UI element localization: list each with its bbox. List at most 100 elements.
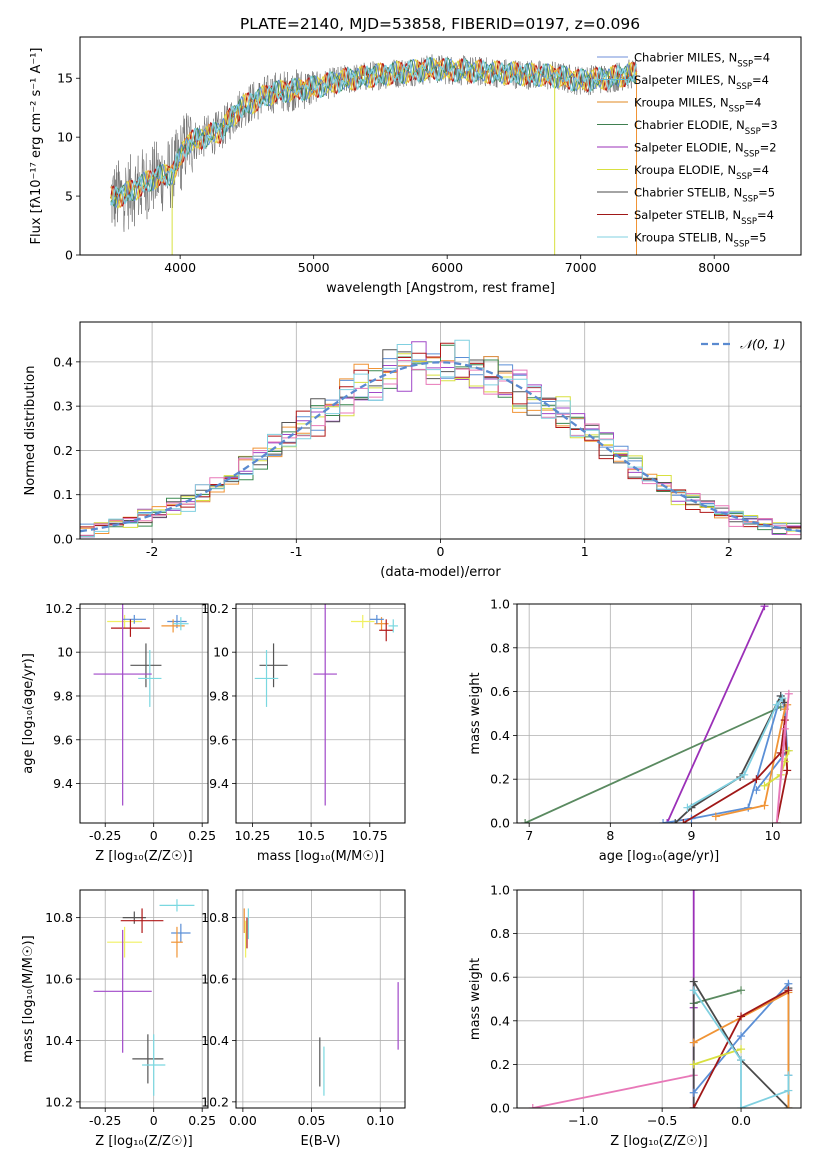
errorbar-point (132, 1034, 164, 1084)
errorbar-point (138, 649, 162, 707)
legend-subscript: SSP (736, 82, 752, 92)
mass-weight-vs-age-panel: 7 8 9 10 0.0 0.2 0.4 0.6 0.8 1.0 age [log₁₀(age/yr… (468, 597, 802, 864)
y-tick-label: 15 (57, 71, 73, 86)
y-tick-label: 10 (57, 645, 73, 660)
x-tick-label: -0.25 (89, 1113, 121, 1128)
y-tick-label: 0.8 (490, 926, 510, 941)
legend-subscript: SSP (736, 172, 752, 182)
plot-area (93, 604, 189, 806)
y-tick-label: 0.0 (490, 1101, 510, 1116)
x-tick-label: 10.25 (235, 828, 271, 843)
legend-subscript: SSP (734, 240, 750, 250)
x-axis-label: Z [log₁₀(Z/Z☉)] (95, 849, 192, 864)
x-tick-label: 10.75 (352, 828, 388, 843)
legend-label: Chabrier MILES, NSSP=4 (634, 51, 770, 70)
y-tick-label: 9.6 (209, 732, 229, 747)
legend-text: Kroupa STELIB, N (634, 231, 734, 245)
mass-weight-series-line (682, 719, 789, 823)
y-tick-label: 10.2 (45, 1094, 73, 1109)
x-axis-label: mass [log₁₀(M/M☉)] (257, 849, 384, 864)
y-tick-label: 0.1 (53, 487, 73, 502)
legend-subscript: SSP (741, 217, 757, 227)
errorbar-point (171, 926, 183, 958)
y-tick-label: 0.2 (490, 772, 510, 787)
legend-label: 𝒩(0, 1) (740, 337, 786, 352)
x-tick-label: 2 (725, 544, 733, 559)
x-tick-label: 0.05 (298, 1113, 326, 1128)
errorbar-point (173, 617, 189, 631)
y-tick-label: 9.6 (53, 732, 73, 747)
axes-frame (235, 603, 406, 824)
errorbar-point (93, 604, 152, 806)
errorbar-point (142, 1034, 166, 1096)
legend-tail: =4 (752, 163, 769, 177)
legend-label: Chabrier ELODIE, NSSP=3 (634, 118, 778, 137)
mass-weight-series-line (693, 1048, 742, 1066)
x-tick-label: 10.5 (297, 828, 325, 843)
mass-weight-series-line (662, 692, 789, 823)
legend-tail: =4 (752, 73, 769, 87)
mass-vs-ebv-panel: 0.00 0.05 0.10 10.2 10.4 10.6 10.8 E(B-V) (201, 889, 406, 1149)
histogram-step (80, 339, 801, 539)
legend-text: Kroupa MILES, N (634, 96, 729, 110)
errorbar-point (171, 923, 191, 943)
y-tick-label: 9.4 (209, 776, 229, 791)
plot-area (110, 54, 638, 255)
y-tick-label: 0.2 (53, 443, 73, 458)
y-tick-label: 0.4 (490, 728, 510, 743)
legend-label: Salpeter STELIB, NSSP=4 (634, 208, 774, 227)
y-tick-label: 0.8 (490, 640, 510, 655)
y-tick-label: 1.0 (490, 597, 510, 612)
legend-text: Salpeter STELIB, N (634, 208, 741, 222)
legend-label: Salpeter MILES, NSSP=4 (634, 73, 769, 92)
legend-label: Kroupa ELODIE, NSSP=4 (634, 163, 769, 182)
axes-frame (235, 889, 406, 1109)
x-axis-label: age [log₁₀(age/yr)] (599, 849, 720, 864)
x-tick-label: 7 (525, 828, 533, 843)
legend-text: Chabrier STELIB, N (634, 186, 742, 200)
legend-tail: =4 (757, 208, 774, 222)
mass-weight-series-line (666, 605, 766, 823)
legend-subscript: SSP (745, 127, 761, 137)
legend-label: Chabrier STELIB, NSSP=5 (634, 186, 775, 205)
legend-tail: =5 (749, 231, 766, 245)
x-tick-label: 9 (687, 828, 695, 843)
x-tick-label: 8000 (698, 260, 730, 275)
y-axis-label: mass weight (468, 672, 483, 754)
x-tick-label: 0.00 (229, 1113, 257, 1128)
y-axis-label: Normed distribution (23, 366, 38, 496)
x-axis-label: wavelength [Angstrom, rest frame] (326, 281, 555, 296)
y-axis-label: mass weight (468, 958, 483, 1040)
x-tick-label: 5000 (298, 260, 330, 275)
y-tick-label: 10.4 (201, 1033, 229, 1048)
axes-frame (516, 889, 802, 1109)
age-vs-mass-panel: 10.25 10.5 10.75 9.4 9.6 9.8 10 10.2 mass [log₁₀… (201, 601, 406, 864)
legend-label: Salpeter ELODIE, NSSP=2 (634, 141, 777, 160)
x-tick-label: 0 (150, 1113, 158, 1128)
x-tick-label: 6000 (431, 260, 463, 275)
normal-reference-curve (80, 361, 801, 533)
errorbar-point (122, 614, 146, 624)
x-tick-label: -2 (146, 544, 158, 559)
errorbar-point (130, 643, 162, 688)
errorbar-point (259, 643, 288, 688)
y-tick-label: 0.4 (490, 1013, 510, 1028)
x-tick-label: 1 (581, 544, 589, 559)
x-tick-label: 0.0 (731, 1113, 751, 1128)
mass-weight-series-line (686, 697, 783, 809)
y-tick-label: 9.4 (53, 776, 73, 791)
errorbar-point (107, 614, 143, 629)
x-tick-label: 0 (150, 828, 158, 843)
y-tick-label: 0.0 (490, 816, 510, 831)
y-tick-label: 0 (65, 248, 73, 263)
spectrum-panel: 4000 5000 6000 7000 8000 0 5 10 15 wavelength [An… (29, 36, 802, 296)
mass-weight-series-line (775, 693, 790, 823)
plot-area (80, 339, 801, 539)
y-axis-label: age [log₁₀(age/yr)] (21, 653, 36, 774)
legend-subscript: SSP (729, 105, 745, 115)
plot-area (243, 908, 399, 1096)
y-tick-label: 5 (65, 189, 73, 204)
x-tick-label: 10 (765, 828, 781, 843)
mass-weight-series-line (692, 989, 790, 1108)
